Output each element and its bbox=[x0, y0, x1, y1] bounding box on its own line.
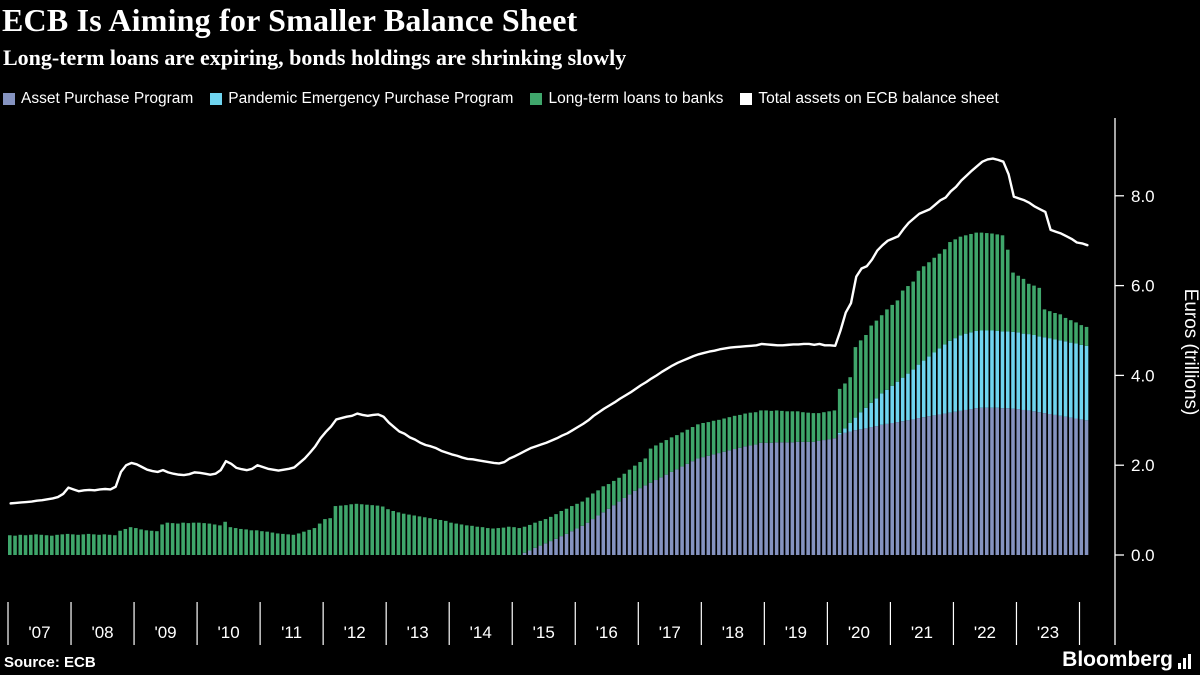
page-title: ECB Is Aiming for Smaller Balance Sheet bbox=[2, 2, 578, 38]
x-tick-label: '20 bbox=[848, 623, 870, 642]
x-tick-label: '16 bbox=[596, 623, 618, 642]
y-tick-label: 2.0 bbox=[1131, 456, 1155, 475]
x-tick-label: '19 bbox=[785, 623, 807, 642]
bloomberg-bars-icon bbox=[1178, 654, 1191, 669]
total-assets-line bbox=[9, 157, 1089, 505]
x-tick-label: '22 bbox=[974, 623, 996, 642]
legend-swatch bbox=[210, 93, 223, 105]
x-tick-label: '08 bbox=[91, 623, 113, 642]
x-tick-label: '07 bbox=[28, 623, 50, 642]
x-tick-label: '10 bbox=[218, 623, 240, 642]
y-tick-label: 0.0 bbox=[1131, 546, 1155, 565]
x-tick-label: '11 bbox=[281, 623, 302, 642]
x-tick-label: '17 bbox=[659, 623, 681, 642]
page-subtitle: Long-term loans are expiring, bonds hold… bbox=[3, 45, 627, 70]
bloomberg-logo: Bloomberg bbox=[1062, 648, 1192, 672]
legend-label: Total assets on ECB balance sheet bbox=[758, 90, 999, 107]
bloomberg-wordmark: Bloomberg bbox=[1062, 648, 1173, 671]
legend-swatch bbox=[530, 93, 543, 105]
y-tick-label: 4.0 bbox=[1131, 366, 1155, 385]
legend-item: Asset Purchase Program bbox=[3, 90, 193, 108]
balance-sheet-chart: 0.0 2.0 4.0 6.0 8.0 Euros (trillions) '07 '08 '0… bbox=[7, 118, 1200, 645]
x-tick-label: '12 bbox=[344, 623, 366, 642]
x-tick-label: '23 bbox=[1037, 623, 1059, 642]
stacked-bars bbox=[8, 232, 1089, 556]
source-label: Source: ECB bbox=[4, 654, 96, 671]
legend-swatch bbox=[740, 93, 753, 105]
x-tick-label: '13 bbox=[407, 623, 429, 642]
x-tick-label: '15 bbox=[533, 623, 555, 642]
legend-swatch bbox=[3, 93, 15, 105]
legend-item: Long-term loans to banks bbox=[530, 90, 723, 108]
y-tick-label: 6.0 bbox=[1131, 277, 1155, 296]
legend-item: Total assets on ECB balance sheet bbox=[740, 90, 999, 108]
y-axis-title: Euros (trillions) bbox=[1180, 289, 1200, 416]
legend-label: Long-term loans to banks bbox=[548, 90, 724, 107]
legend-label: Asset Purchase Program bbox=[21, 90, 194, 107]
x-tick-label: '14 bbox=[470, 623, 492, 642]
legend-item: Pandemic Emergency Purchase Program bbox=[210, 90, 513, 108]
x-tick-label: '09 bbox=[154, 623, 176, 642]
x-tick-label: '18 bbox=[722, 623, 744, 642]
x-tick-label: '21 bbox=[911, 623, 933, 642]
legend: Asset Purchase Program Pandemic Emergency… bbox=[3, 90, 999, 108]
legend-label: Pandemic Emergency Purchase Program bbox=[228, 90, 514, 107]
y-tick-label: 8.0 bbox=[1131, 187, 1155, 206]
